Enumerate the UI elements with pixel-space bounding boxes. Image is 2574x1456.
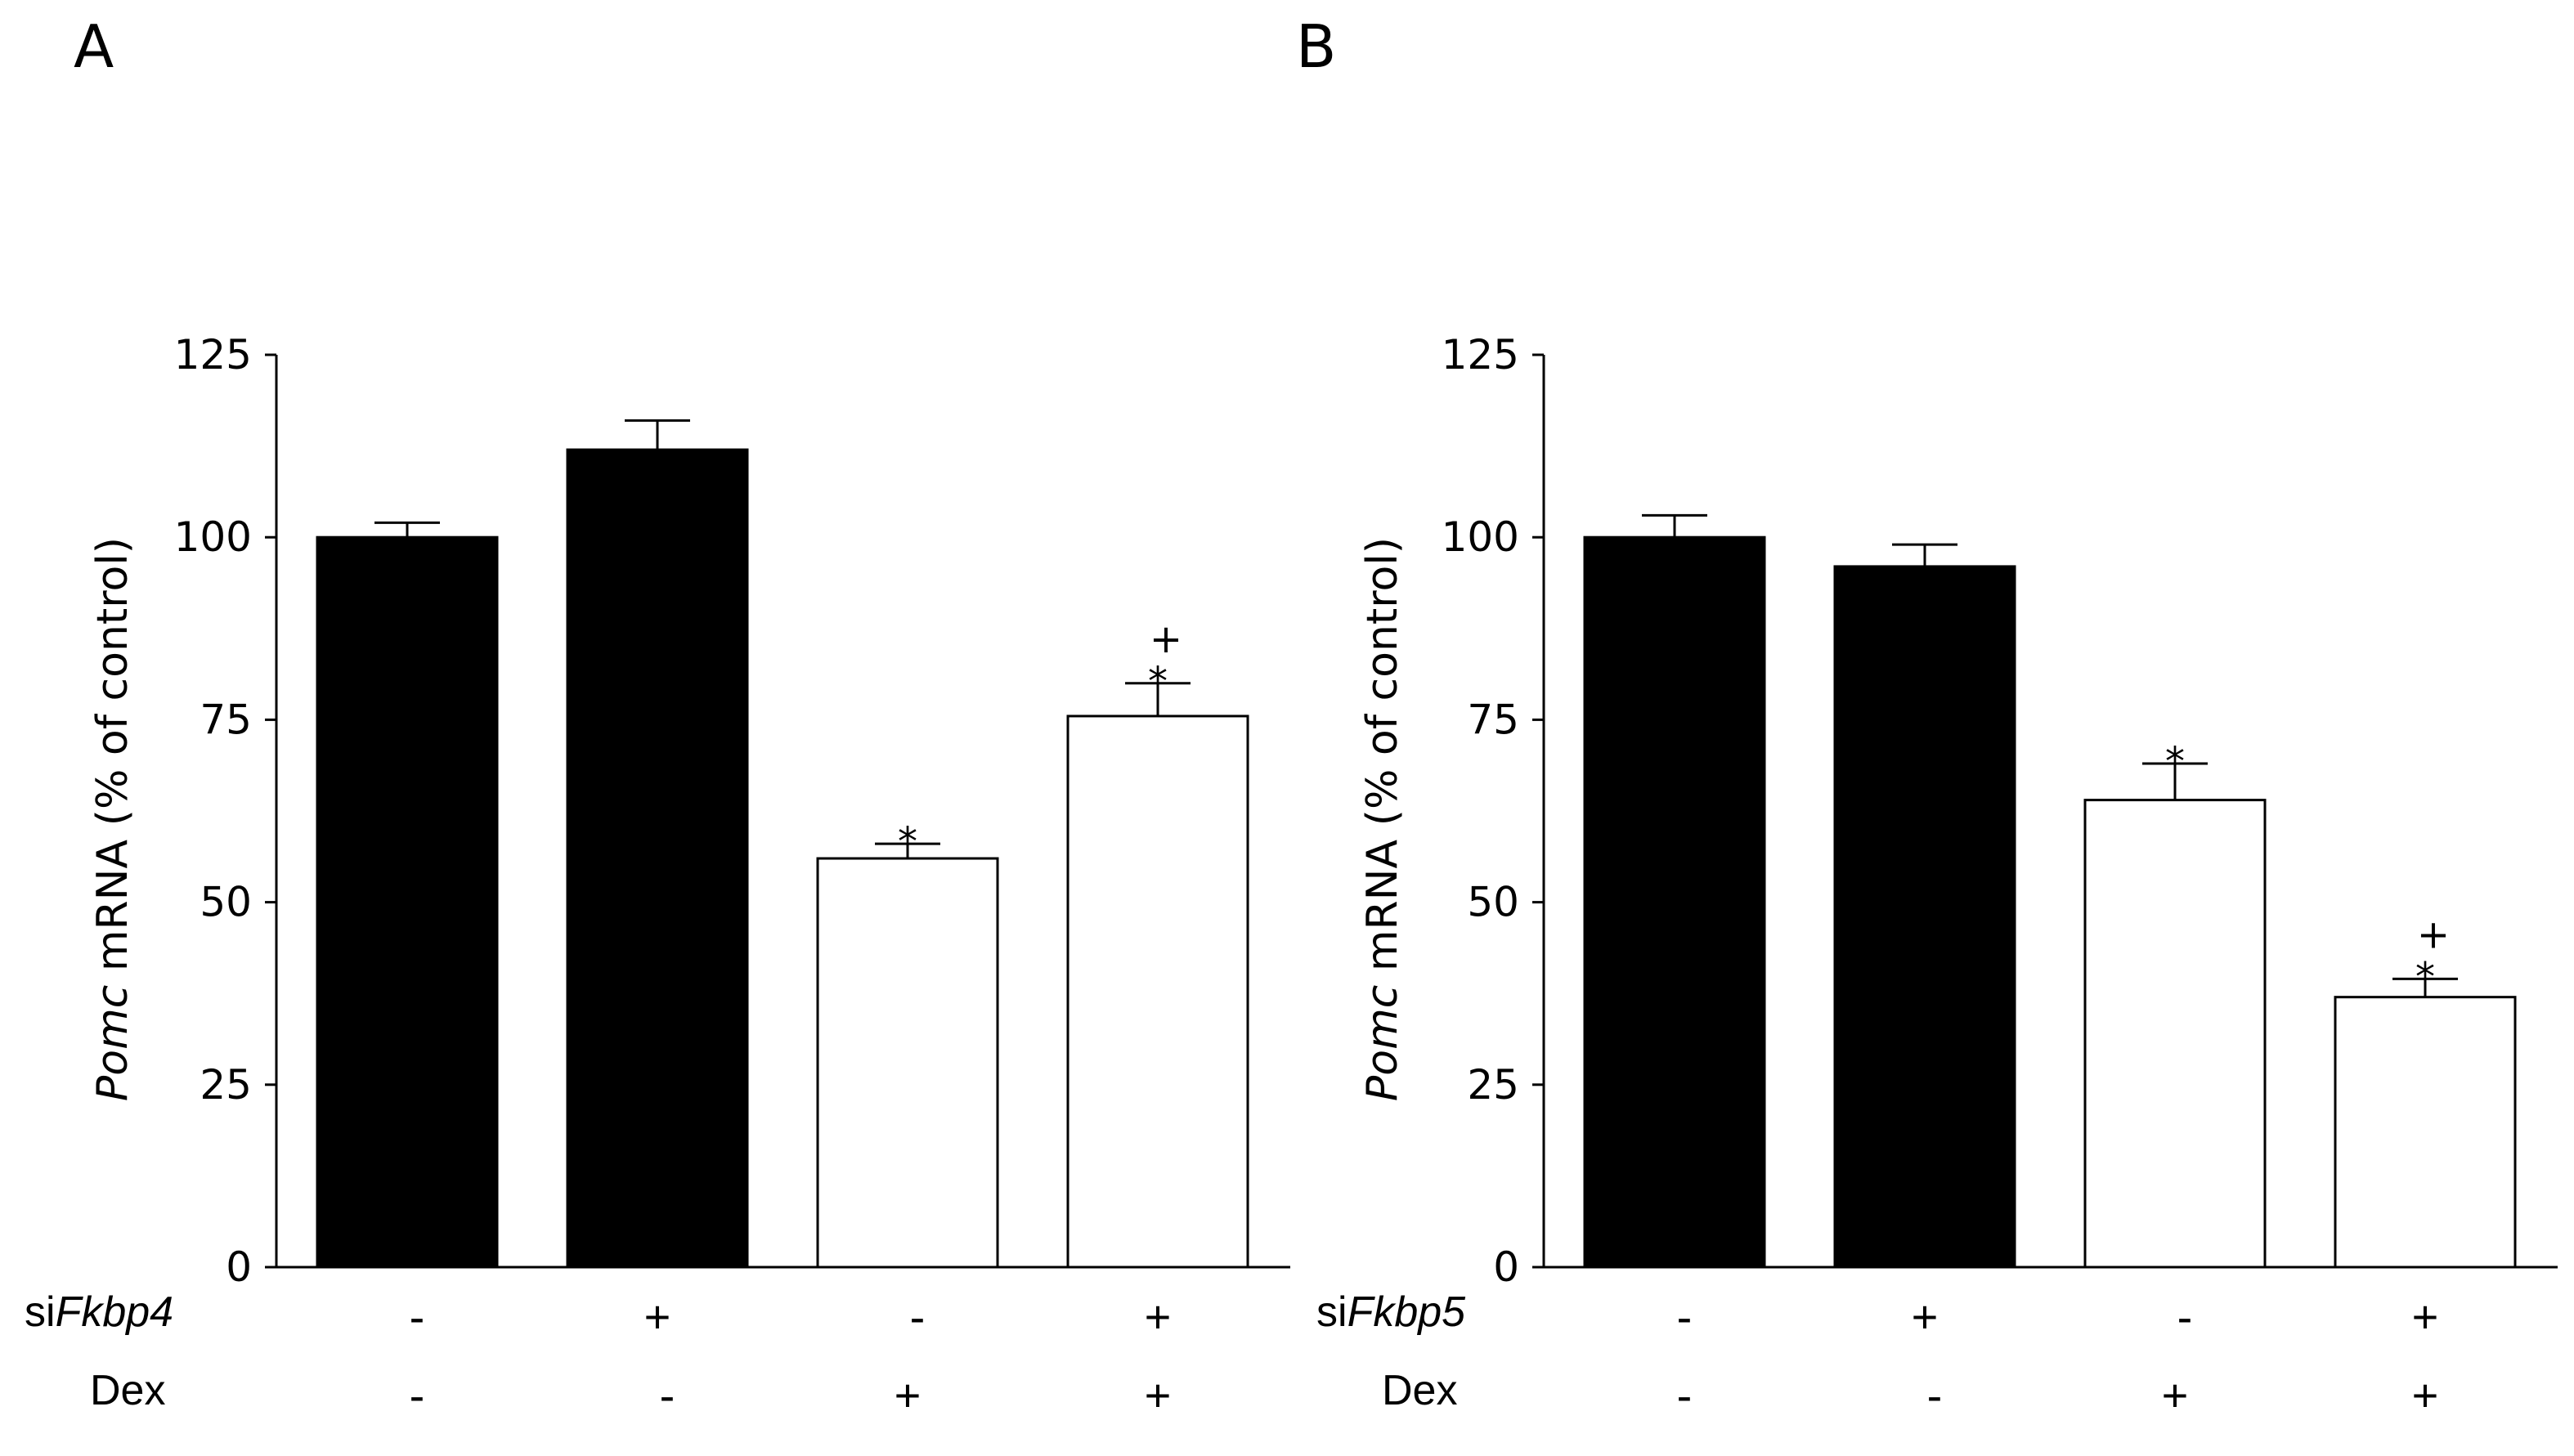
panel-letter: A — [74, 12, 114, 81]
y-tick-label: 0 — [1493, 1243, 1519, 1291]
y-axis-label: Pomc mRNA (% of control) — [1358, 537, 1407, 1101]
y-tick-label: 100 — [174, 513, 252, 561]
significance-asterisk: * — [2415, 954, 2435, 1000]
condition-plus: + — [1145, 1369, 1172, 1421]
condition-plus: + — [1145, 1291, 1172, 1342]
bar — [816, 857, 999, 1269]
condition-plus: + — [2412, 1291, 2439, 1342]
bar — [2334, 996, 2517, 1269]
y-tick-label: 75 — [200, 696, 252, 743]
bar — [2083, 799, 2267, 1269]
y-tick-label: 25 — [1467, 1061, 1519, 1109]
y-tick-label: 0 — [226, 1243, 252, 1291]
y-axis-label-italic: Pomc — [1358, 985, 1407, 1101]
significance-asterisk: * — [2165, 739, 2185, 785]
y-axis-label-italic: Pomc — [88, 985, 137, 1101]
y-tick-label: 75 — [1467, 696, 1519, 743]
condition-plus: + — [2412, 1369, 2439, 1421]
row-label-gene: Fkbp5 — [1348, 1288, 1467, 1336]
condition-minus: - — [1677, 1369, 1693, 1421]
row-label-dex: Dex — [1382, 1367, 1457, 1414]
bar — [1583, 535, 1766, 1269]
row-label-sirna: siFkbp5 — [1316, 1288, 1466, 1336]
y-tick-label: 50 — [200, 879, 252, 926]
bar — [316, 535, 499, 1269]
condition-minus: - — [410, 1291, 425, 1342]
bar — [1066, 715, 1249, 1269]
bar — [1833, 565, 2016, 1269]
panel-a: A 0 25 50 75 100 125 Pomc mRNA (% of control) * *… — [25, 12, 1290, 1421]
condition-plus: + — [644, 1291, 671, 1342]
y-tick-label: 25 — [200, 1061, 252, 1109]
significance-plus: + — [2417, 912, 2450, 957]
y-axis-label: Pomc mRNA (% of control) — [88, 537, 137, 1101]
row-label-gene: Fkbp4 — [56, 1288, 174, 1336]
significance-plus: + — [1150, 616, 1182, 662]
row-label-prefix: si — [1316, 1288, 1348, 1336]
y-axis-label-text: mRNA (% of control) — [1358, 537, 1407, 985]
row-label-prefix: si — [25, 1288, 56, 1336]
panel-letter: B — [1296, 12, 1336, 81]
condition-plus: + — [1912, 1291, 1939, 1342]
bar — [566, 448, 749, 1269]
condition-minus: - — [1677, 1291, 1693, 1342]
row-label-dex: Dex — [90, 1367, 165, 1414]
condition-minus: - — [1927, 1369, 1943, 1421]
condition-minus: - — [2177, 1291, 2193, 1342]
y-tick-label: 125 — [1442, 331, 1519, 379]
condition-plus: + — [895, 1369, 922, 1421]
row-label-prefix: Dex — [1382, 1367, 1457, 1414]
y-tick-label: 50 — [1467, 879, 1519, 926]
row-label-sirna: siFkbp4 — [25, 1288, 173, 1336]
condition-plus: + — [2162, 1369, 2189, 1421]
y-axis-label-text: mRNA (% of control) — [88, 537, 137, 985]
condition-minus: - — [410, 1369, 425, 1421]
significance-asterisk: * — [1148, 659, 1168, 705]
panel-b: B 0 25 50 75 100 125 Pomc mRNA (% of control) * *… — [1296, 12, 2558, 1421]
y-tick-label: 100 — [1442, 513, 1519, 561]
condition-minus: - — [660, 1369, 675, 1421]
row-label-prefix: Dex — [90, 1367, 165, 1414]
y-tick-label: 125 — [174, 331, 252, 379]
significance-asterisk: * — [898, 819, 917, 865]
condition-minus: - — [910, 1291, 926, 1342]
